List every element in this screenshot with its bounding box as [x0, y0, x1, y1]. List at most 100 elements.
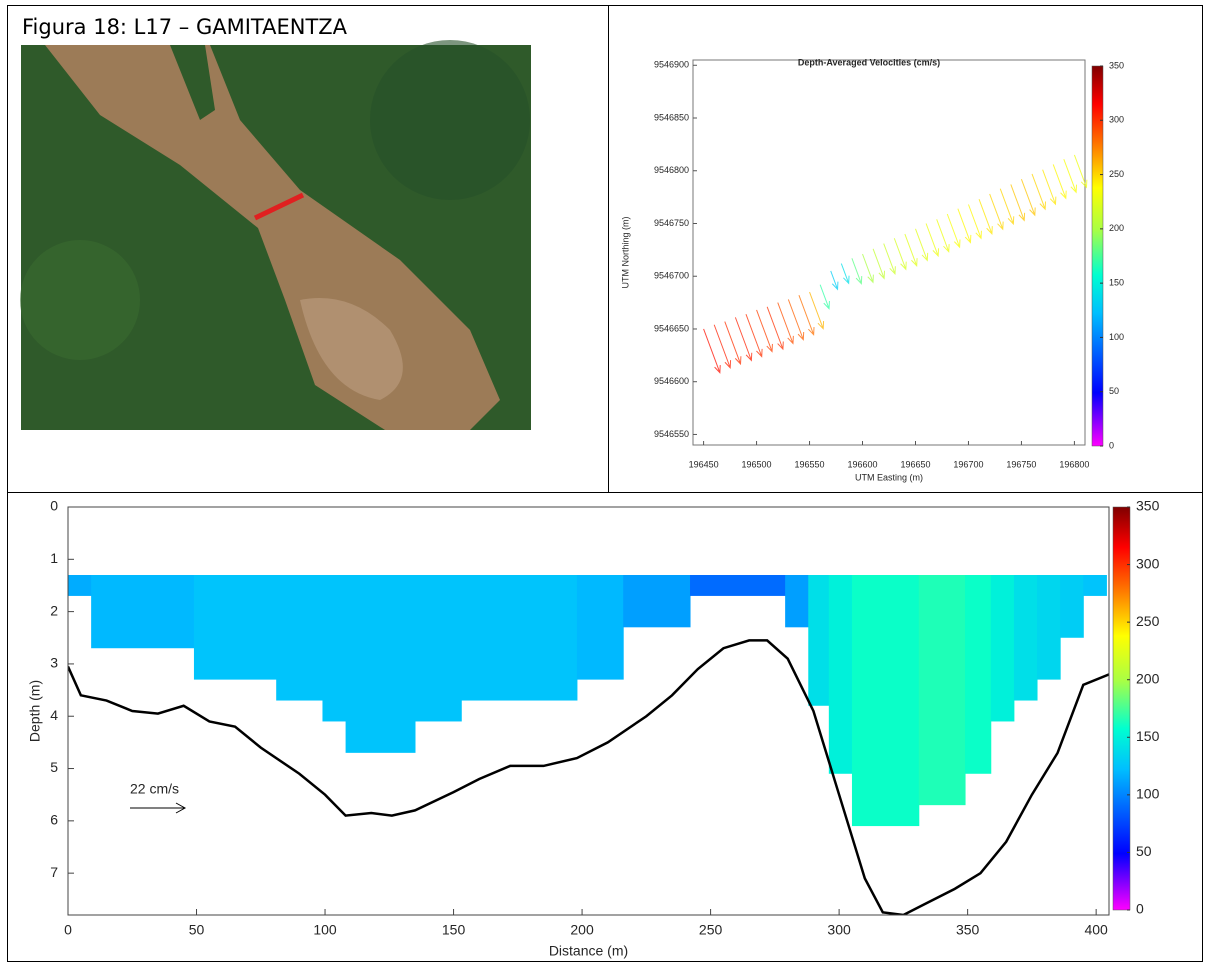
- velocity-cell: [345, 575, 416, 753]
- x-tick-label: 400: [1084, 922, 1108, 938]
- velocity-field: [68, 575, 1109, 915]
- x-tick-label: 150: [442, 922, 466, 938]
- velocity-cell: [68, 575, 92, 596]
- velocity-cell: [990, 575, 1015, 722]
- velocity-cell: [1083, 575, 1107, 596]
- colorbar-tick-label: 250: [1136, 613, 1160, 629]
- x-tick-label: 196650: [900, 459, 930, 469]
- y-tick-label: 9546900: [654, 60, 689, 70]
- velocity-arrow: [999, 188, 1015, 226]
- chart-title: Depth-Averaged Velocities (cm/s): [798, 57, 940, 67]
- scale-arrow: [130, 802, 187, 814]
- velocity-cell: [322, 575, 347, 722]
- velocity-cell: [415, 575, 462, 722]
- velocity-cell: [785, 575, 809, 628]
- velocity-cell: [851, 575, 920, 827]
- velocity-arrow: [893, 238, 907, 271]
- y-tick-label: 9546600: [654, 376, 689, 386]
- x-tick-label: 196550: [795, 459, 825, 469]
- y-tick-label: 0: [50, 498, 58, 514]
- velocity-arrow: [819, 284, 830, 310]
- colorbar-tick-label: 50: [1136, 843, 1152, 859]
- velocity-cell: [1037, 575, 1061, 680]
- velocity-arrow: [872, 248, 886, 280]
- depth-section-chart: Distance (m)Depth (m)0 50 100 150 200 250 300 3…: [27, 498, 1160, 959]
- x-tick-label: 300: [827, 922, 851, 938]
- y-tick-label: 9546700: [654, 271, 689, 281]
- x-tick-label: 196500: [742, 459, 772, 469]
- colorbar-tick-label: 200: [1109, 223, 1124, 233]
- velocity-arrow: [989, 193, 1004, 231]
- velocity-arrow: [1020, 179, 1036, 217]
- velocity-arrow: [724, 321, 742, 366]
- velocity-arrow: [840, 263, 850, 285]
- velocity-cell: [91, 575, 195, 649]
- velocity-cell: [461, 575, 578, 701]
- velocity-arrow: [1052, 164, 1067, 200]
- y-tick-label: 6: [50, 812, 58, 828]
- table-borders: [7, 5, 1203, 962]
- y-tick-label: 2: [50, 602, 58, 618]
- plot-frame: [67, 506, 1110, 916]
- x-tick-label: 196450: [689, 459, 719, 469]
- y-tick-label: 1: [50, 550, 58, 566]
- velocity-arrow: [798, 295, 815, 336]
- velocity-arrow: [967, 204, 982, 240]
- velocity-arrow: [1042, 169, 1057, 206]
- velocity-cell: [828, 575, 853, 774]
- x-axis-label: UTM Easting (m): [855, 472, 923, 482]
- caption: Figura 18: L17 – GAMITAENTZA: [22, 15, 348, 39]
- velocity-arrow: [809, 291, 825, 330]
- colorbar-tick-label: 350: [1109, 60, 1124, 70]
- colorbar: [1091, 65, 1104, 447]
- colorbar-tick-label: 150: [1109, 278, 1124, 288]
- velocity-arrow: [777, 302, 794, 345]
- scale-label: 22 cm/s: [130, 781, 179, 797]
- x-tick-label: 196800: [1059, 459, 1089, 469]
- velocity-arrow: [1010, 184, 1026, 222]
- velocity-cell: [576, 575, 624, 680]
- x-tick-label: 250: [699, 922, 723, 938]
- velocity-arrow: [766, 306, 784, 351]
- velocity-cell: [918, 575, 966, 806]
- y-tick-label: 9546650: [654, 323, 689, 333]
- colorbar-tick-label: 0: [1136, 901, 1144, 917]
- y-axis-label: Depth (m): [27, 680, 43, 742]
- velocity-arrow: [904, 233, 918, 267]
- velocity-cell: [965, 575, 992, 774]
- x-tick-label: 196750: [1006, 459, 1036, 469]
- colorbar-tick-label: 350: [1136, 498, 1160, 514]
- velocity-arrow: [936, 219, 950, 253]
- plot-area: [692, 59, 1086, 446]
- velocity-arrow: [851, 258, 863, 285]
- velocity-arrow: [703, 328, 721, 374]
- velocity-arrow: [787, 299, 805, 341]
- y-tick-label: 9546750: [654, 218, 689, 228]
- velocity-arrow: [883, 243, 896, 276]
- colorbar-tick-label: 50: [1109, 386, 1119, 396]
- satellite-image: [20, 40, 531, 430]
- velocity-arrow: [1031, 173, 1047, 211]
- bed-line: [68, 639, 1109, 915]
- velocity-cell: [193, 575, 277, 680]
- velocity-arrow: [946, 213, 961, 249]
- velocity-arrow: [745, 314, 763, 358]
- colorbar-tick-label: 100: [1136, 786, 1160, 802]
- x-tick-label: 200: [570, 922, 594, 938]
- colorbar-tick-label: 150: [1136, 728, 1160, 744]
- x-axis-label: Distance (m): [549, 943, 628, 959]
- x-tick-label: 0: [64, 922, 72, 938]
- colorbar-tick-label: 200: [1136, 670, 1160, 686]
- velocity-arrow: [830, 270, 839, 291]
- colorbar-tick-label: 0: [1109, 440, 1114, 450]
- velocity-map-chart: Depth-Averaged Velocities (cm/s) UTM East…: [620, 57, 1124, 482]
- velocity-arrow: [756, 309, 773, 353]
- y-tick-label: 9546800: [654, 165, 689, 175]
- x-tick-label: 196700: [953, 459, 983, 469]
- colorbar: [1112, 506, 1131, 911]
- y-tick-label: 9546550: [654, 429, 689, 439]
- x-tick-label: 350: [956, 922, 980, 938]
- y-tick-label: 7: [50, 864, 58, 880]
- x-tick-label: 100: [313, 922, 337, 938]
- y-tick-label: 5: [50, 759, 58, 775]
